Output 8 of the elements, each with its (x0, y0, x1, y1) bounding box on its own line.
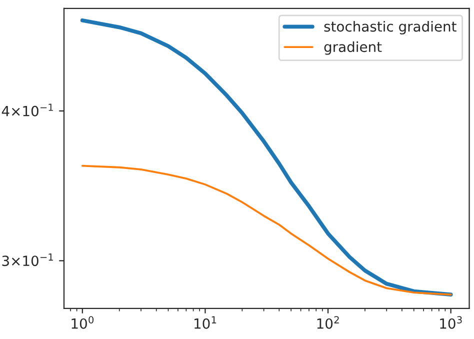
y-tick-label: 4×10$^{−1}$ (2, 104, 53, 116)
legend-label: gradient (324, 41, 382, 55)
x-tick-label: 10$^{2}$ (317, 316, 339, 329)
y-tick-label: 3×10$^{−1}$ (2, 253, 53, 266)
x-tick-label: 10$^{1}$ (194, 316, 216, 329)
legend-label: stochastic gradient (324, 20, 456, 34)
x-tick-label: 10$^{0}$ (72, 316, 94, 329)
x-tick-label: 10$^{3}$ (440, 316, 462, 329)
